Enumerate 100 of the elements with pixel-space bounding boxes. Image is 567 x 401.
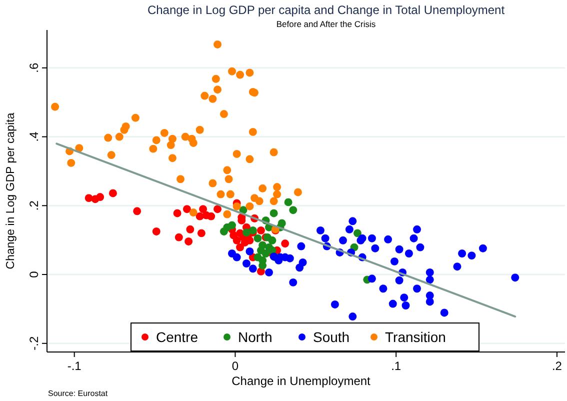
point [289, 206, 298, 214]
point [368, 274, 376, 283]
point [208, 94, 217, 103]
point [182, 205, 191, 214]
point [242, 228, 250, 236]
point [248, 128, 257, 136]
point [232, 150, 241, 158]
point [273, 183, 282, 192]
point [232, 253, 241, 262]
point [104, 134, 112, 142]
point [208, 179, 217, 188]
point [468, 252, 476, 260]
point [353, 229, 362, 238]
y-tick-label: .4 [27, 131, 41, 142]
point [248, 226, 257, 234]
point [345, 225, 354, 234]
point [273, 190, 282, 198]
point [160, 128, 168, 137]
point [181, 132, 190, 141]
point [173, 209, 182, 218]
point [223, 210, 232, 218]
point [379, 284, 388, 293]
point [200, 92, 209, 100]
point [248, 264, 257, 273]
point [286, 254, 294, 262]
point [67, 158, 76, 167]
point [426, 268, 434, 276]
point [458, 250, 466, 258]
x-tick-label: .1 [391, 359, 402, 373]
point [368, 234, 376, 242]
point [115, 132, 124, 141]
point [294, 188, 302, 196]
point [236, 243, 244, 252]
legend-label: North [238, 329, 272, 345]
point [316, 226, 324, 234]
point [186, 225, 194, 234]
point [226, 190, 234, 198]
y-tick-label: 0 [27, 270, 41, 278]
point [197, 229, 206, 238]
point [255, 197, 264, 206]
point [214, 40, 222, 48]
point [404, 250, 413, 258]
point [402, 302, 410, 310]
point [254, 234, 262, 242]
point [246, 68, 254, 77]
point [214, 205, 222, 214]
point [265, 268, 273, 276]
point [371, 244, 380, 252]
point [440, 308, 448, 317]
point [268, 236, 276, 244]
point [246, 202, 254, 210]
point [426, 298, 434, 306]
point [107, 151, 116, 159]
point [168, 154, 176, 162]
x-axis-title: Change in Unemployment [232, 374, 372, 388]
point [242, 260, 250, 268]
chart-subtitle: Before and After the Crisis [276, 19, 376, 29]
point [166, 141, 175, 150]
y-tick-label: -.2 [27, 336, 41, 350]
point [390, 257, 398, 266]
point [207, 212, 216, 220]
point [84, 194, 93, 202]
point [96, 193, 104, 202]
point [330, 300, 339, 308]
point [426, 276, 434, 284]
point [246, 247, 254, 256]
legend-label: Centre [156, 329, 198, 345]
point [246, 155, 254, 164]
point [284, 198, 292, 206]
point [297, 242, 306, 250]
x-tick-label: .2 [552, 359, 562, 373]
point [189, 208, 198, 217]
legend-label: South [313, 329, 350, 345]
point [152, 136, 160, 144]
point [246, 236, 254, 244]
point [270, 209, 278, 218]
point [511, 274, 520, 282]
x-tick-label: -.1 [67, 359, 82, 373]
point [108, 189, 117, 198]
legend-label: Transition [385, 329, 446, 345]
point [220, 110, 228, 118]
point [478, 244, 487, 252]
point [133, 207, 142, 216]
point [416, 243, 424, 252]
y-tick-label: .2 [27, 200, 41, 211]
point [321, 234, 330, 242]
point [232, 236, 241, 244]
point [296, 264, 304, 272]
point [348, 312, 357, 321]
point [258, 262, 267, 270]
point [224, 175, 233, 184]
point [214, 86, 222, 94]
point [220, 227, 228, 236]
point [256, 226, 265, 234]
source-note: Source: Eurostat [48, 389, 108, 398]
point [258, 184, 267, 192]
point [184, 237, 193, 246]
point [228, 67, 236, 76]
x-tick-label: 0 [232, 359, 239, 373]
point [395, 276, 404, 284]
